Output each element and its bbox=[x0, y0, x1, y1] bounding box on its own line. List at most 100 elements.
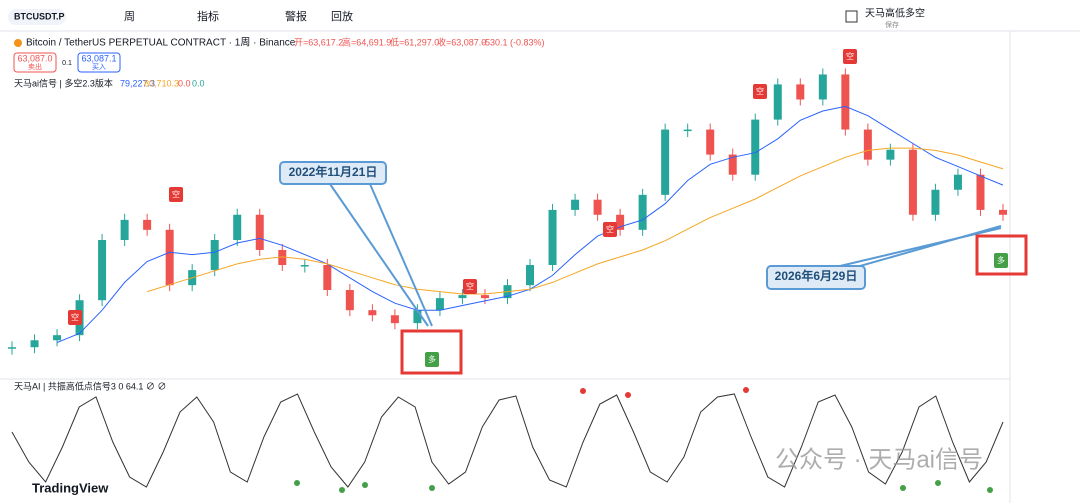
save[interactable]: 保存 bbox=[885, 20, 899, 29]
highlight-box bbox=[975, 234, 1028, 276]
signal-marker bbox=[169, 187, 183, 202]
watermark: 公众号 · 天马ai信号 bbox=[775, 446, 983, 473]
candle bbox=[278, 249, 287, 266]
signal-dot bbox=[429, 485, 435, 491]
candle bbox=[548, 209, 557, 266]
candle bbox=[435, 298, 444, 311]
signal-label: 空 bbox=[71, 312, 79, 322]
candle bbox=[683, 129, 692, 132]
spread: 0.1 bbox=[62, 60, 72, 67]
candle bbox=[300, 265, 309, 267]
candle bbox=[480, 295, 489, 299]
signal-marker bbox=[425, 352, 439, 367]
candle bbox=[976, 174, 985, 210]
buy-price[interactable]: 63,087.1 bbox=[81, 53, 116, 63]
buy[interactable]: 买入 bbox=[92, 63, 106, 71]
candle bbox=[908, 149, 917, 215]
legend-title: Bitcoin / TetherUS PERPETUAL CONTRACT · … bbox=[26, 37, 296, 49]
replay[interactable]: 回放 bbox=[331, 9, 353, 23]
candle bbox=[728, 154, 737, 175]
candle bbox=[390, 315, 399, 324]
candle bbox=[571, 199, 580, 210]
signal-dot bbox=[935, 480, 941, 486]
change: -530.1 (-0.83%) bbox=[482, 37, 545, 47]
candle bbox=[53, 335, 62, 341]
candle bbox=[30, 340, 39, 348]
candle bbox=[143, 219, 152, 230]
signal-label: 空 bbox=[846, 51, 854, 61]
brand: TradingView bbox=[32, 480, 109, 495]
callout-box bbox=[766, 265, 866, 290]
callout: 2022年11月21日 2026年6月29日 bbox=[279, 161, 1028, 375]
candle bbox=[841, 74, 850, 130]
open: 开=63,617.2 bbox=[294, 37, 343, 47]
candle bbox=[706, 129, 715, 155]
oscillator-line bbox=[11, 393, 1004, 488]
candle bbox=[8, 347, 16, 349]
sell[interactable]: 卖出 bbox=[28, 62, 42, 71]
candle bbox=[458, 295, 467, 299]
highlight-box bbox=[400, 329, 463, 375]
layout-name[interactable]: 天马高低多空 bbox=[865, 7, 925, 20]
callout-text: 2026年6月29日 bbox=[775, 268, 858, 283]
candle bbox=[210, 240, 219, 271]
candle bbox=[661, 129, 670, 195]
signal-label: 空 bbox=[172, 189, 180, 199]
callout-pointer bbox=[369, 183, 433, 327]
sell-price[interactable]: 63,087.0 bbox=[17, 53, 52, 63]
candle bbox=[165, 229, 174, 286]
candle bbox=[818, 74, 827, 100]
callout-text: 2022年11月21日 bbox=[289, 164, 378, 179]
signal-label: 空 bbox=[606, 224, 614, 234]
indicator-name: 天马ai信号 | 多空2.3版本 bbox=[14, 77, 113, 88]
callout-pointer bbox=[839, 227, 1002, 267]
low: 低=61,297.0 bbox=[390, 36, 439, 47]
signal-dot bbox=[580, 388, 586, 394]
indicator-value: 79,227.3 bbox=[120, 78, 155, 88]
candle bbox=[345, 290, 354, 311]
candle bbox=[526, 265, 535, 286]
candle bbox=[638, 194, 647, 230]
buy-button[interactable] bbox=[77, 52, 121, 73]
sell-button[interactable] bbox=[13, 52, 57, 73]
signal-dot bbox=[900, 485, 906, 491]
candle bbox=[773, 84, 782, 120]
signal-marker bbox=[843, 49, 857, 64]
callout-pointer bbox=[329, 183, 429, 327]
candle bbox=[255, 214, 264, 250]
interval[interactable]: 周 bbox=[124, 10, 135, 23]
candle bbox=[616, 214, 625, 230]
layout-icon[interactable] bbox=[845, 10, 858, 23]
signal-label: 多 bbox=[428, 354, 436, 364]
signal-marker bbox=[603, 222, 617, 237]
signal-dot bbox=[362, 482, 368, 488]
candle bbox=[931, 189, 940, 215]
signal-dot bbox=[987, 487, 993, 493]
moving-average bbox=[146, 147, 1004, 295]
symbol-box[interactable] bbox=[8, 9, 66, 25]
candle bbox=[368, 310, 377, 316]
symbol[interactable]: BTCUSDT.P bbox=[14, 11, 65, 21]
candle bbox=[863, 129, 872, 160]
signal-dot bbox=[294, 480, 300, 486]
indicator-value: 0.0 bbox=[178, 78, 191, 88]
candle bbox=[751, 119, 760, 175]
signal-marker bbox=[68, 310, 82, 325]
candle bbox=[886, 149, 895, 160]
candle bbox=[593, 199, 602, 215]
candle bbox=[999, 209, 1007, 215]
candle bbox=[953, 174, 962, 190]
signal-label: 多 bbox=[997, 255, 1005, 265]
candle bbox=[413, 310, 422, 324]
alert[interactable]: 警报 bbox=[285, 9, 307, 23]
close: 收=63,087.0 bbox=[437, 36, 486, 47]
signal-dot bbox=[339, 487, 345, 493]
signal-marker bbox=[463, 279, 477, 294]
indicators[interactable]: 指标 bbox=[197, 9, 219, 23]
signal-marker bbox=[753, 84, 767, 99]
oscillator-legend: 天马AI | 共振高低点信号3 0 64.1 ∅ ∅ bbox=[14, 380, 166, 391]
